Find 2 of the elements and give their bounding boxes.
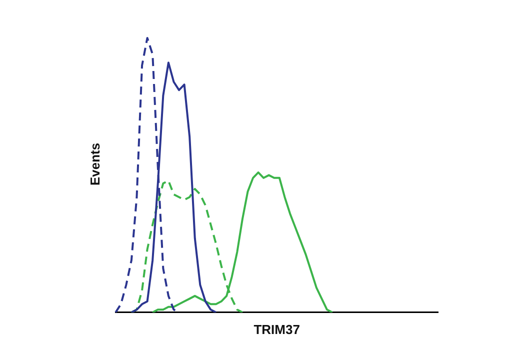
y-axis-title: Events xyxy=(87,142,102,186)
x-axis-title: TRIM37 xyxy=(254,322,300,337)
